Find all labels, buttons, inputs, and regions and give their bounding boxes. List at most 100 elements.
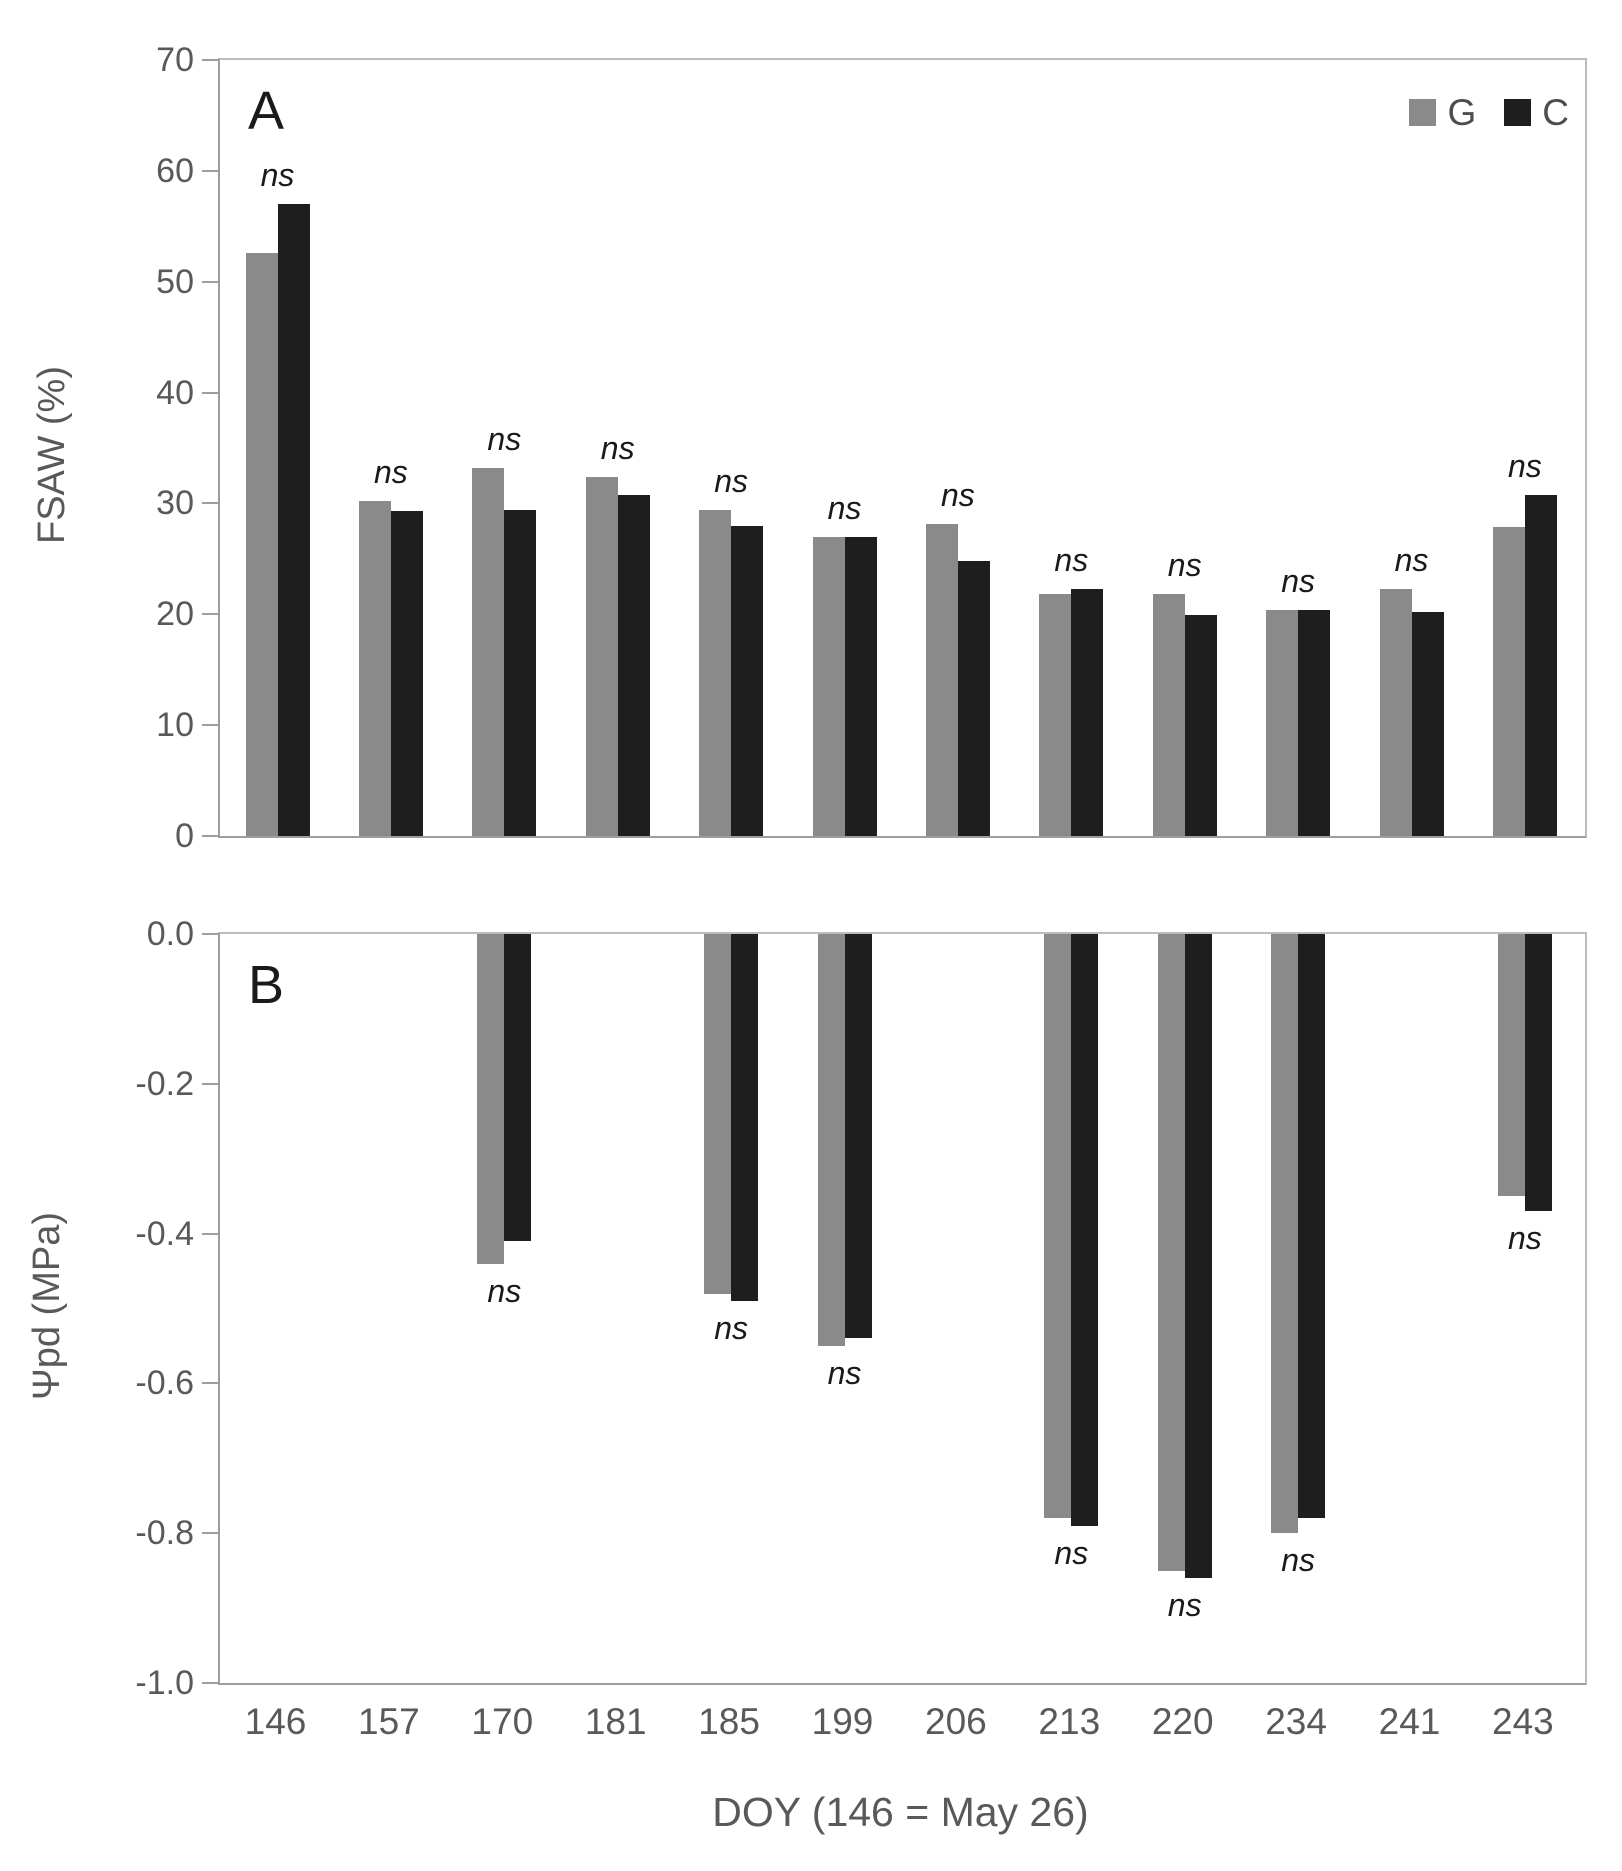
- y-axis-tick-label: 60: [156, 151, 194, 190]
- ns-annotation-220: ns: [1167, 547, 1202, 584]
- bar-c-213: [1071, 934, 1099, 1526]
- y-axis-tick-label: 70: [156, 41, 194, 79]
- panel-b-y-axis-title: Ψpd (MPa): [26, 1212, 68, 1401]
- x-category-label-181: 181: [584, 1701, 647, 1742]
- bar-g-170: [477, 934, 505, 1264]
- legend-label-g: G: [1447, 92, 1477, 133]
- y-axis-tick-label: -0.2: [135, 1064, 194, 1103]
- y-axis-tick-mark: [202, 933, 218, 935]
- x-category-label-234: 234: [1265, 1701, 1327, 1742]
- y-axis-tick-label: 30: [156, 484, 194, 523]
- bar-c-241: [1411, 612, 1444, 836]
- ns-annotation-185: ns: [714, 1310, 748, 1346]
- bar-g-170: [472, 467, 505, 836]
- y-axis-tick-mark: [202, 1082, 218, 1085]
- y-axis-tick-mark: [202, 59, 218, 61]
- legend-swatch-c: [1504, 99, 1532, 126]
- ns-annotation-170: ns: [487, 420, 522, 457]
- bar-c-243: [1524, 494, 1557, 836]
- y-axis-tick-mark: [202, 613, 218, 616]
- y-axis-tick-mark: [202, 1382, 218, 1385]
- x-category-label-146: 146: [244, 1701, 307, 1742]
- bar-g-213: [1044, 934, 1072, 1519]
- bar-g-243: [1492, 526, 1525, 836]
- bar-c-185: [731, 934, 759, 1301]
- x-category-label-220: 220: [1151, 1701, 1214, 1742]
- y-axis-tick-mark: [202, 169, 218, 172]
- x-axis-title: DOY (146 = May 26): [712, 1789, 1089, 1835]
- y-axis-tick-mark: [202, 280, 218, 283]
- ns-annotation-234: ns: [1281, 1542, 1315, 1579]
- x-category-label-157: 157: [358, 1701, 420, 1742]
- ns-annotation-185: ns: [714, 463, 748, 500]
- x-axis-category-labels: 146 157 170 181 185 199 206 213 220 234 241 243: [218, 1700, 1583, 1744]
- y-axis-tick-label: 0.0: [146, 915, 194, 953]
- y-axis-tick-label: 50: [156, 262, 194, 301]
- y-axis-tick-mark: [202, 1682, 218, 1684]
- y-axis-tick-mark: [202, 1532, 218, 1535]
- y-axis-tick-label: -0.6: [135, 1364, 194, 1403]
- panel-a-label: A: [248, 81, 285, 141]
- bar-g-243: [1497, 934, 1525, 1197]
- y-axis-tick-label: -0.4: [135, 1214, 194, 1253]
- bar-c-199: [844, 536, 877, 836]
- ns-annotation-213: ns: [1054, 1534, 1089, 1571]
- bar-c-146: [277, 204, 310, 836]
- ns-annotation-234: ns: [1281, 562, 1315, 599]
- y-axis-tick-mark: [202, 724, 218, 727]
- x-category-label-241: 241: [1378, 1701, 1441, 1742]
- x-category-label-199: 199: [811, 1701, 874, 1742]
- bar-c-213: [1071, 588, 1104, 836]
- y-axis-tick-label: -0.8: [135, 1514, 194, 1553]
- x-category-label-213: 213: [1038, 1701, 1101, 1742]
- bar-g-241: [1379, 588, 1412, 836]
- x-category-label-243: 243: [1492, 1701, 1554, 1742]
- bar-g-220: [1152, 594, 1185, 836]
- ns-annotation-241: ns: [1394, 541, 1429, 578]
- bar-c-185: [731, 525, 764, 836]
- ns-annotation-206: ns: [940, 477, 975, 514]
- bar-g-206: [925, 524, 958, 836]
- panel-a-plot-area: A G C 0 10 20 30 40 50 60 70 ns ns ns ns ns ns ns ns ns n…: [156, 42, 1587, 854]
- bar-c-206: [957, 561, 990, 836]
- bar-g-234: [1271, 934, 1299, 1534]
- legend-label-c: C: [1542, 92, 1569, 133]
- bar-g-157: [358, 501, 391, 836]
- bar-g-146: [245, 252, 278, 836]
- y-axis-tick-label: 0: [175, 817, 194, 855]
- bar-g-220: [1157, 934, 1185, 1571]
- bar-g-199: [812, 536, 845, 836]
- bar-c-157: [390, 511, 423, 836]
- bar-c-199: [844, 934, 872, 1339]
- y-axis-tick-mark: [202, 391, 218, 394]
- bar-g-185: [704, 934, 732, 1294]
- panel-a-y-axis-title: FSAW (%): [31, 366, 73, 545]
- ns-annotation-243: ns: [1507, 1220, 1542, 1257]
- y-axis-tick-label: 40: [156, 373, 194, 412]
- y-axis-tick-mark: [202, 1232, 218, 1235]
- x-category-label-170: 170: [471, 1701, 534, 1742]
- ns-annotation-243: ns: [1507, 447, 1542, 484]
- panel-b-label: B: [248, 955, 285, 1015]
- y-axis-tick-label: 20: [156, 595, 194, 634]
- x-category-label-185: 185: [698, 1701, 760, 1742]
- bar-c-181: [617, 494, 650, 836]
- bar-g-181: [585, 476, 618, 836]
- ns-annotation-181: ns: [600, 429, 635, 466]
- ns-annotation-157: ns: [373, 454, 408, 491]
- panel-b-plot-area: B 0.0 -0.2 -0.4 -0.6 -0.8 -1.0 ns ns ns ns ns ns ns: [135, 916, 1587, 1701]
- ns-annotation-199: ns: [827, 489, 862, 526]
- bar-g-234: [1266, 609, 1299, 836]
- bar-g-213: [1039, 594, 1072, 836]
- ns-annotation-170: ns: [487, 1272, 522, 1309]
- y-axis-tick-label: -1.0: [135, 1664, 194, 1702]
- bar-c-243: [1524, 934, 1552, 1212]
- ns-annotation-220: ns: [1167, 1587, 1202, 1624]
- ns-annotation-199: ns: [827, 1354, 862, 1391]
- bar-c-170: [504, 510, 537, 836]
- ns-annotation-146: ns: [260, 157, 295, 194]
- bar-c-234: [1298, 609, 1331, 836]
- legend-swatch-g: [1409, 99, 1437, 126]
- bar-g-199: [817, 934, 845, 1346]
